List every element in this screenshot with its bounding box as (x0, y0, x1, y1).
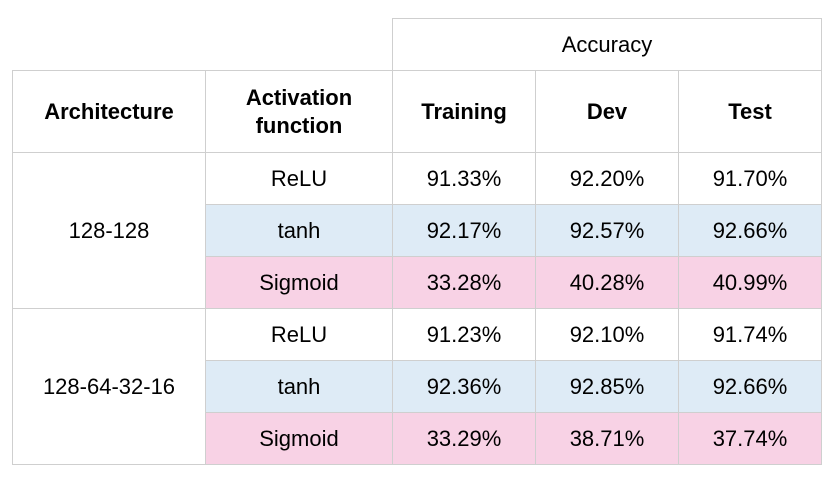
dev-cell: 38.71% (535, 412, 679, 465)
activation-cell: ReLU (205, 308, 393, 361)
empty-header-cell (12, 18, 393, 71)
training-cell: 33.28% (392, 256, 536, 309)
training-cell: 92.36% (392, 360, 536, 413)
test-cell: 92.66% (678, 204, 822, 257)
activation-header-line2: function (255, 112, 343, 138)
test-header: Test (678, 70, 822, 153)
table-row: Sigmoid 33.28% 40.28% 40.99% (13, 256, 822, 309)
training-header: Training (392, 70, 536, 153)
test-cell: 91.70% (678, 152, 822, 205)
table-row: tanh 92.17% 92.57% 92.66% (13, 204, 822, 257)
activation-header-line1: Activation (245, 84, 353, 110)
accuracy-header: Accuracy (392, 18, 822, 71)
activation-cell: Sigmoid (205, 412, 393, 465)
dev-cell: 92.57% (535, 204, 679, 257)
table-row: tanh 92.36% 92.85% 92.66% (13, 360, 822, 413)
architecture-cell: 128-128 (12, 152, 206, 309)
table-row: Sigmoid 33.29% 38.71% 37.74% (13, 412, 822, 465)
dev-header: Dev (535, 70, 679, 153)
test-cell: 92.66% (678, 360, 822, 413)
test-cell: 37.74% (678, 412, 822, 465)
test-cell: 40.99% (678, 256, 822, 309)
activation-cell: Sigmoid (205, 256, 393, 309)
dev-cell: 92.85% (535, 360, 679, 413)
activation-cell: ReLU (205, 152, 393, 205)
dev-cell: 40.28% (535, 256, 679, 309)
dev-cell: 92.10% (535, 308, 679, 361)
architecture-cell: 128-64-32-16 (12, 308, 206, 465)
training-cell: 92.17% (392, 204, 536, 257)
activation-cell: tanh (205, 360, 393, 413)
training-cell: 91.33% (392, 152, 536, 205)
group-header-row: Accuracy (12, 18, 822, 71)
table-row: 128-128 ReLU 91.33% 92.20% 91.70% (12, 152, 822, 309)
column-header-row: Architecture Activation function Trainin… (12, 70, 822, 153)
activation-header: Activation function (205, 70, 393, 153)
test-cell: 91.74% (678, 308, 822, 361)
results-table: Accuracy Architecture Activation functio… (12, 18, 822, 465)
training-cell: 91.23% (392, 308, 536, 361)
training-cell: 33.29% (392, 412, 536, 465)
dev-cell: 92.20% (535, 152, 679, 205)
table-row: 128-64-32-16 ReLU 91.23% 92.10% 91.74% (12, 308, 822, 465)
activation-cell: tanh (205, 204, 393, 257)
architecture-header: Architecture (12, 70, 206, 153)
